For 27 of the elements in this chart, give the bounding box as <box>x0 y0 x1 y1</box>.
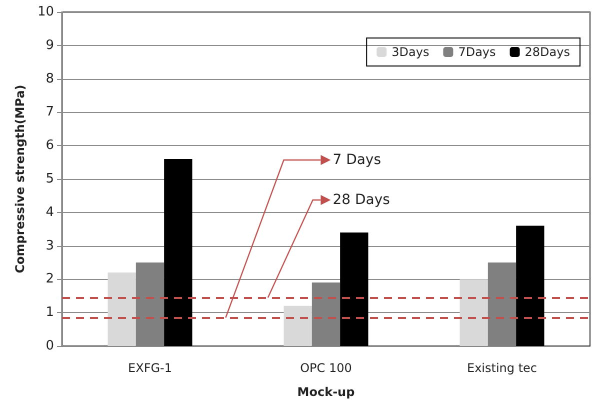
x-axis-title: Mock-up <box>297 385 356 399</box>
y-tick-label: 6 <box>46 138 54 154</box>
x-tick-label: EXFG-1 <box>128 361 172 375</box>
bar <box>340 232 368 346</box>
bar <box>164 158 192 346</box>
bar <box>460 279 488 346</box>
legend-label: 7 Days <box>332 152 382 168</box>
legend-label: 28 Days <box>332 192 390 208</box>
bar <box>284 306 312 346</box>
y-tick-label: 9 <box>46 38 54 53</box>
y-tick-label: 3 <box>46 238 54 254</box>
legend-label: 7Days <box>458 45 496 59</box>
y-tick-label: 10 <box>37 4 54 20</box>
y-tick-label: 1 <box>46 305 54 320</box>
bar <box>108 272 136 346</box>
y-axis-title: Compressive strength(MPa) <box>13 84 27 274</box>
x-tick-label: Existing tec <box>466 361 538 375</box>
x-tick-label: OPC 100 <box>300 361 352 375</box>
y-tick-label: 4 <box>46 204 54 220</box>
bar <box>516 226 544 346</box>
y-tick-label: 2 <box>46 272 54 287</box>
y-tick-label: 7 <box>46 104 54 120</box>
legend-label: 28Days <box>524 45 570 59</box>
y-tick-label: 5 <box>46 172 54 186</box>
y-tick-label: 0 <box>46 338 54 354</box>
legend-label: 3Days <box>392 45 430 59</box>
y-tick-label: 8 <box>46 71 54 86</box>
